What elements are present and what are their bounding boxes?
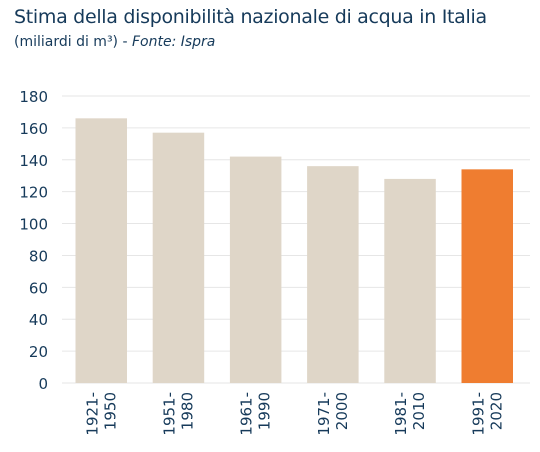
y-tick-label: 120 [19,184,48,202]
x-tick-label-line: 1921- [83,392,101,436]
x-axis-tick-labels: 1921- 1950 1951- 1980 1961- 1990 1971- 2000 1981… [83,392,505,436]
y-tick-label: 80 [29,247,48,265]
x-tick-label-line: 1990 [256,392,274,430]
x-tick-label-line: 2010 [410,392,428,430]
bar [152,132,205,383]
subtitle-separator: - [118,34,132,50]
y-tick-label: 20 [29,343,48,361]
x-tick-label-line: 2000 [333,392,351,430]
grid-lines [62,95,530,384]
x-tick-label: 1971- 2000 [315,392,351,436]
x-tick-label: 1921- 1950 [83,392,119,436]
x-tick-label-line: 1950 [101,392,119,430]
y-tick-label: 60 [29,279,48,297]
y-tick-label: 160 [19,120,48,138]
y-axis-tick-labels: 0 20 40 60 80 100 120 140 160 180 [19,88,48,393]
bar [384,178,436,383]
chart-title: Stima della disponibilità nazionale di a… [14,6,487,28]
x-tick-label-line: 1951- [160,392,178,436]
x-tick-label: 1991- 2020 [469,392,505,436]
y-tick-label: 0 [38,375,48,393]
y-tick-label: 140 [19,152,48,170]
x-tick-label-line: 2020 [487,392,505,430]
x-tick-label-line: 1980 [178,392,196,430]
x-tick-label: 1951- 1980 [160,392,196,436]
bar [461,169,513,383]
x-tick-label-line: 1981- [392,392,410,436]
chart-subtitle: (miliardi di m³) - Fonte: Ispra [14,34,215,50]
x-tick-label-line: 1971- [315,392,333,436]
x-tick-label: 1961- 1990 [238,392,274,436]
x-tick-label: 1981- 2010 [392,392,428,436]
subtitle-source: Fonte: Ispra [131,34,216,50]
bar [229,156,282,383]
bar [307,166,359,383]
y-tick-label: 40 [29,311,48,329]
x-tick-label-line: 1991- [469,392,487,436]
bars [75,118,513,384]
y-tick-label: 180 [19,88,48,106]
subtitle-unit: (miliardi di m³) [14,34,119,50]
x-tick-label-line: 1961- [238,392,256,436]
y-tick-label: 100 [19,216,48,234]
bar [75,118,127,384]
